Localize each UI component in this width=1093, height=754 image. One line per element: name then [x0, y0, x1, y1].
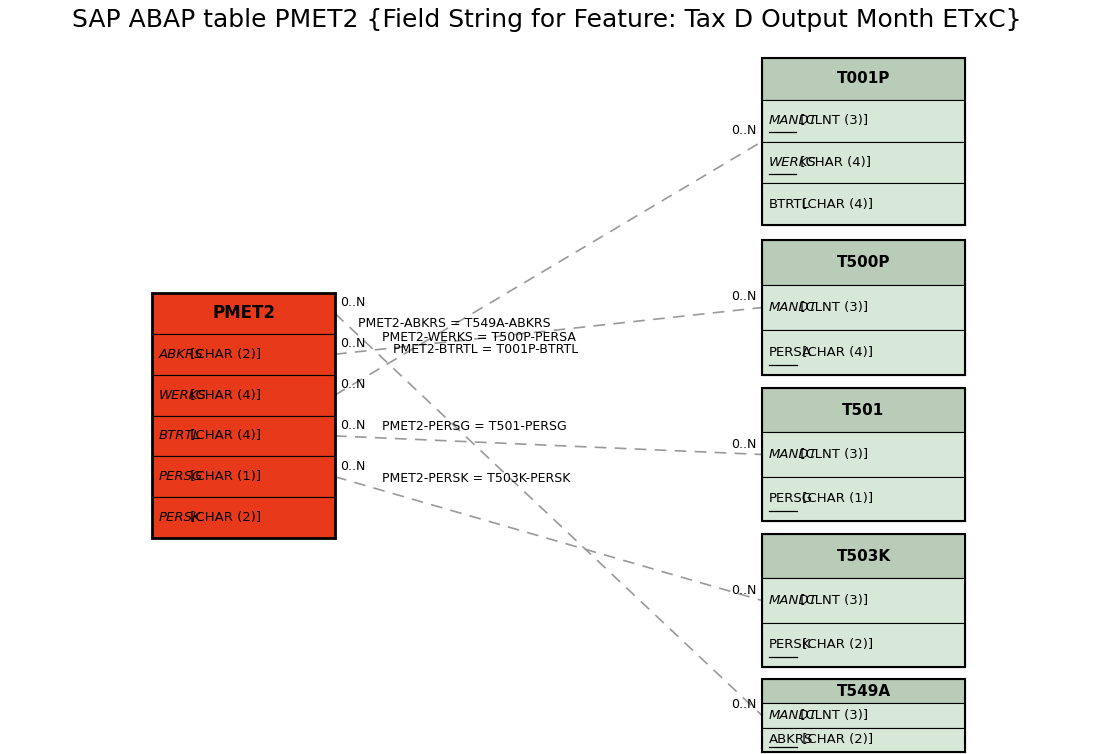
Text: 0..N: 0..N: [340, 460, 365, 473]
Text: [CHAR (1)]: [CHAR (1)]: [798, 492, 872, 505]
Text: WERKS: WERKS: [158, 388, 207, 402]
Bar: [762, 183, 965, 225]
Bar: [152, 415, 334, 456]
Bar: [762, 534, 965, 578]
Bar: [152, 497, 334, 538]
Text: MANDT: MANDT: [769, 301, 818, 314]
Text: T501: T501: [843, 403, 884, 418]
Text: [CHAR (2)]: [CHAR (2)]: [187, 348, 261, 360]
Bar: [152, 456, 334, 497]
Text: 0..N: 0..N: [731, 437, 757, 450]
Text: 0..N: 0..N: [340, 296, 365, 309]
Text: [CHAR (4)]: [CHAR (4)]: [798, 346, 872, 359]
Text: PERSA: PERSA: [769, 346, 812, 359]
Text: T549A: T549A: [836, 684, 891, 699]
Text: PMET2: PMET2: [212, 305, 275, 323]
Bar: [762, 142, 965, 183]
Text: [CHAR (4)]: [CHAR (4)]: [187, 388, 261, 402]
Text: 0..N: 0..N: [340, 419, 365, 432]
Text: PERSK: PERSK: [158, 511, 202, 524]
Text: [CLNT (3)]: [CLNT (3)]: [797, 709, 869, 722]
Bar: [152, 334, 334, 375]
Text: [CHAR (4)]: [CHAR (4)]: [797, 156, 871, 169]
Bar: [762, 58, 965, 225]
Bar: [762, 679, 965, 752]
Text: 0..N: 0..N: [731, 290, 757, 304]
Text: MANDT: MANDT: [769, 709, 818, 722]
Text: [CLNT (3)]: [CLNT (3)]: [797, 301, 869, 314]
Text: [CHAR (1)]: [CHAR (1)]: [187, 470, 261, 483]
Text: WERKS: WERKS: [769, 156, 816, 169]
Text: MANDT: MANDT: [769, 114, 818, 127]
Bar: [762, 388, 965, 432]
Bar: [762, 388, 965, 521]
Text: SAP ABAP table PMET2 {Field String for Feature: Tax D Output Month ETxC}: SAP ABAP table PMET2 {Field String for F…: [72, 8, 1021, 32]
Bar: [762, 240, 965, 285]
Bar: [762, 285, 965, 330]
Text: PERSG: PERSG: [158, 470, 203, 483]
Bar: [762, 623, 965, 667]
Bar: [762, 534, 965, 667]
Text: T500P: T500P: [837, 255, 891, 270]
Text: ABKRS: ABKRS: [158, 348, 203, 360]
Bar: [152, 293, 334, 538]
Text: [CHAR (2)]: [CHAR (2)]: [798, 734, 872, 746]
Text: BTRTL: BTRTL: [158, 430, 201, 443]
Text: PMET2-ABKRS = T549A-ABKRS: PMET2-ABKRS = T549A-ABKRS: [359, 317, 551, 330]
Bar: [152, 375, 334, 415]
Text: [CHAR (2)]: [CHAR (2)]: [187, 511, 261, 524]
Text: 0..N: 0..N: [731, 584, 757, 596]
Text: PMET2-PERSK = T503K-PERSK: PMET2-PERSK = T503K-PERSK: [381, 472, 571, 486]
Bar: [762, 703, 965, 728]
Bar: [762, 330, 965, 375]
Text: BTRTL: BTRTL: [769, 198, 810, 210]
Text: PMET2-WERKS = T500P-PERSA: PMET2-WERKS = T500P-PERSA: [381, 331, 576, 344]
Text: PERSK: PERSK: [769, 639, 811, 651]
Bar: [762, 100, 965, 142]
Text: PMET2-BTRTL = T001P-BTRTL: PMET2-BTRTL = T001P-BTRTL: [393, 342, 578, 356]
Text: MANDT: MANDT: [769, 448, 818, 461]
Text: 0..N: 0..N: [340, 378, 365, 391]
Bar: [762, 477, 965, 521]
Text: PERSG: PERSG: [769, 492, 813, 505]
Text: 0..N: 0..N: [340, 337, 365, 351]
Text: [CHAR (4)]: [CHAR (4)]: [798, 198, 872, 210]
Text: T503K: T503K: [836, 549, 891, 564]
Bar: [762, 728, 965, 752]
Text: 0..N: 0..N: [731, 124, 757, 137]
Bar: [152, 293, 334, 334]
Text: [CLNT (3)]: [CLNT (3)]: [797, 114, 869, 127]
Text: [CLNT (3)]: [CLNT (3)]: [797, 448, 869, 461]
Bar: [762, 240, 965, 375]
Bar: [762, 578, 965, 623]
Text: [CLNT (3)]: [CLNT (3)]: [797, 594, 869, 607]
Text: MANDT: MANDT: [769, 594, 818, 607]
Bar: [762, 432, 965, 477]
Bar: [762, 679, 965, 703]
Text: PMET2-PERSG = T501-PERSG: PMET2-PERSG = T501-PERSG: [381, 420, 567, 433]
Text: [CHAR (2)]: [CHAR (2)]: [798, 639, 872, 651]
Text: [CHAR (4)]: [CHAR (4)]: [187, 430, 261, 443]
Bar: [762, 58, 965, 100]
Text: T001P: T001P: [837, 72, 890, 87]
Text: ABKRS: ABKRS: [769, 734, 813, 746]
Text: 0..N: 0..N: [731, 698, 757, 712]
